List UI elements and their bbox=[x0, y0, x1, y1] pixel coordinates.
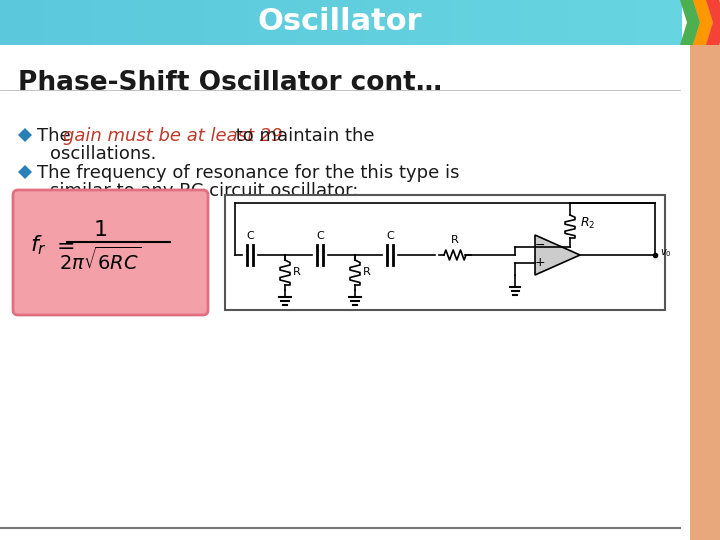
Text: +: + bbox=[535, 256, 545, 269]
FancyBboxPatch shape bbox=[431, 0, 455, 45]
FancyBboxPatch shape bbox=[612, 0, 636, 45]
Text: −: − bbox=[535, 239, 545, 252]
Text: R: R bbox=[293, 267, 301, 277]
FancyBboxPatch shape bbox=[0, 0, 24, 45]
Text: C: C bbox=[386, 231, 394, 241]
FancyBboxPatch shape bbox=[294, 0, 320, 45]
FancyBboxPatch shape bbox=[227, 0, 251, 45]
FancyBboxPatch shape bbox=[521, 0, 546, 45]
Text: C: C bbox=[246, 231, 254, 241]
Polygon shape bbox=[680, 0, 700, 45]
Text: $1$: $1$ bbox=[93, 220, 107, 240]
FancyBboxPatch shape bbox=[204, 0, 229, 45]
Text: $R_2$: $R_2$ bbox=[580, 215, 595, 231]
FancyBboxPatch shape bbox=[567, 0, 591, 45]
FancyBboxPatch shape bbox=[590, 0, 614, 45]
FancyBboxPatch shape bbox=[45, 0, 70, 45]
FancyBboxPatch shape bbox=[13, 190, 208, 315]
FancyBboxPatch shape bbox=[22, 0, 48, 45]
FancyBboxPatch shape bbox=[272, 0, 297, 45]
Polygon shape bbox=[706, 0, 720, 45]
FancyBboxPatch shape bbox=[113, 0, 138, 45]
FancyBboxPatch shape bbox=[136, 0, 161, 45]
FancyBboxPatch shape bbox=[657, 0, 682, 45]
Text: to maintain the: to maintain the bbox=[230, 127, 374, 145]
FancyBboxPatch shape bbox=[68, 0, 93, 45]
Text: Phase-Shift Oscillator cont…: Phase-Shift Oscillator cont… bbox=[18, 70, 442, 96]
FancyBboxPatch shape bbox=[249, 0, 274, 45]
Text: $=$: $=$ bbox=[52, 235, 75, 255]
Text: Oscillator: Oscillator bbox=[258, 6, 423, 36]
FancyBboxPatch shape bbox=[476, 0, 500, 45]
Text: R: R bbox=[363, 267, 371, 277]
FancyBboxPatch shape bbox=[499, 0, 523, 45]
Text: similar to any RC circuit oscillator:: similar to any RC circuit oscillator: bbox=[50, 182, 359, 200]
FancyBboxPatch shape bbox=[363, 0, 387, 45]
Text: C: C bbox=[316, 231, 324, 241]
FancyBboxPatch shape bbox=[544, 0, 569, 45]
FancyBboxPatch shape bbox=[318, 0, 342, 45]
Text: $2\pi\sqrt{6RC}$: $2\pi\sqrt{6RC}$ bbox=[59, 246, 141, 274]
FancyBboxPatch shape bbox=[91, 0, 115, 45]
Text: $v_0$: $v_0$ bbox=[660, 247, 672, 259]
Text: R: R bbox=[451, 235, 459, 245]
FancyBboxPatch shape bbox=[408, 0, 433, 45]
Polygon shape bbox=[535, 235, 580, 275]
Polygon shape bbox=[18, 128, 32, 142]
FancyBboxPatch shape bbox=[385, 0, 410, 45]
FancyBboxPatch shape bbox=[158, 0, 184, 45]
FancyBboxPatch shape bbox=[454, 0, 478, 45]
FancyBboxPatch shape bbox=[225, 195, 665, 310]
FancyBboxPatch shape bbox=[634, 0, 660, 45]
Text: gain must be at least 29: gain must be at least 29 bbox=[63, 127, 283, 145]
Text: $f_r$: $f_r$ bbox=[30, 233, 47, 257]
Text: The: The bbox=[37, 127, 76, 145]
FancyBboxPatch shape bbox=[181, 0, 206, 45]
Polygon shape bbox=[18, 165, 32, 179]
Text: The frequency of resonance for the this type is: The frequency of resonance for the this … bbox=[37, 164, 459, 182]
FancyBboxPatch shape bbox=[690, 0, 720, 540]
FancyBboxPatch shape bbox=[340, 0, 364, 45]
Polygon shape bbox=[693, 0, 713, 45]
FancyBboxPatch shape bbox=[0, 0, 680, 45]
Text: oscillations.: oscillations. bbox=[50, 145, 156, 163]
